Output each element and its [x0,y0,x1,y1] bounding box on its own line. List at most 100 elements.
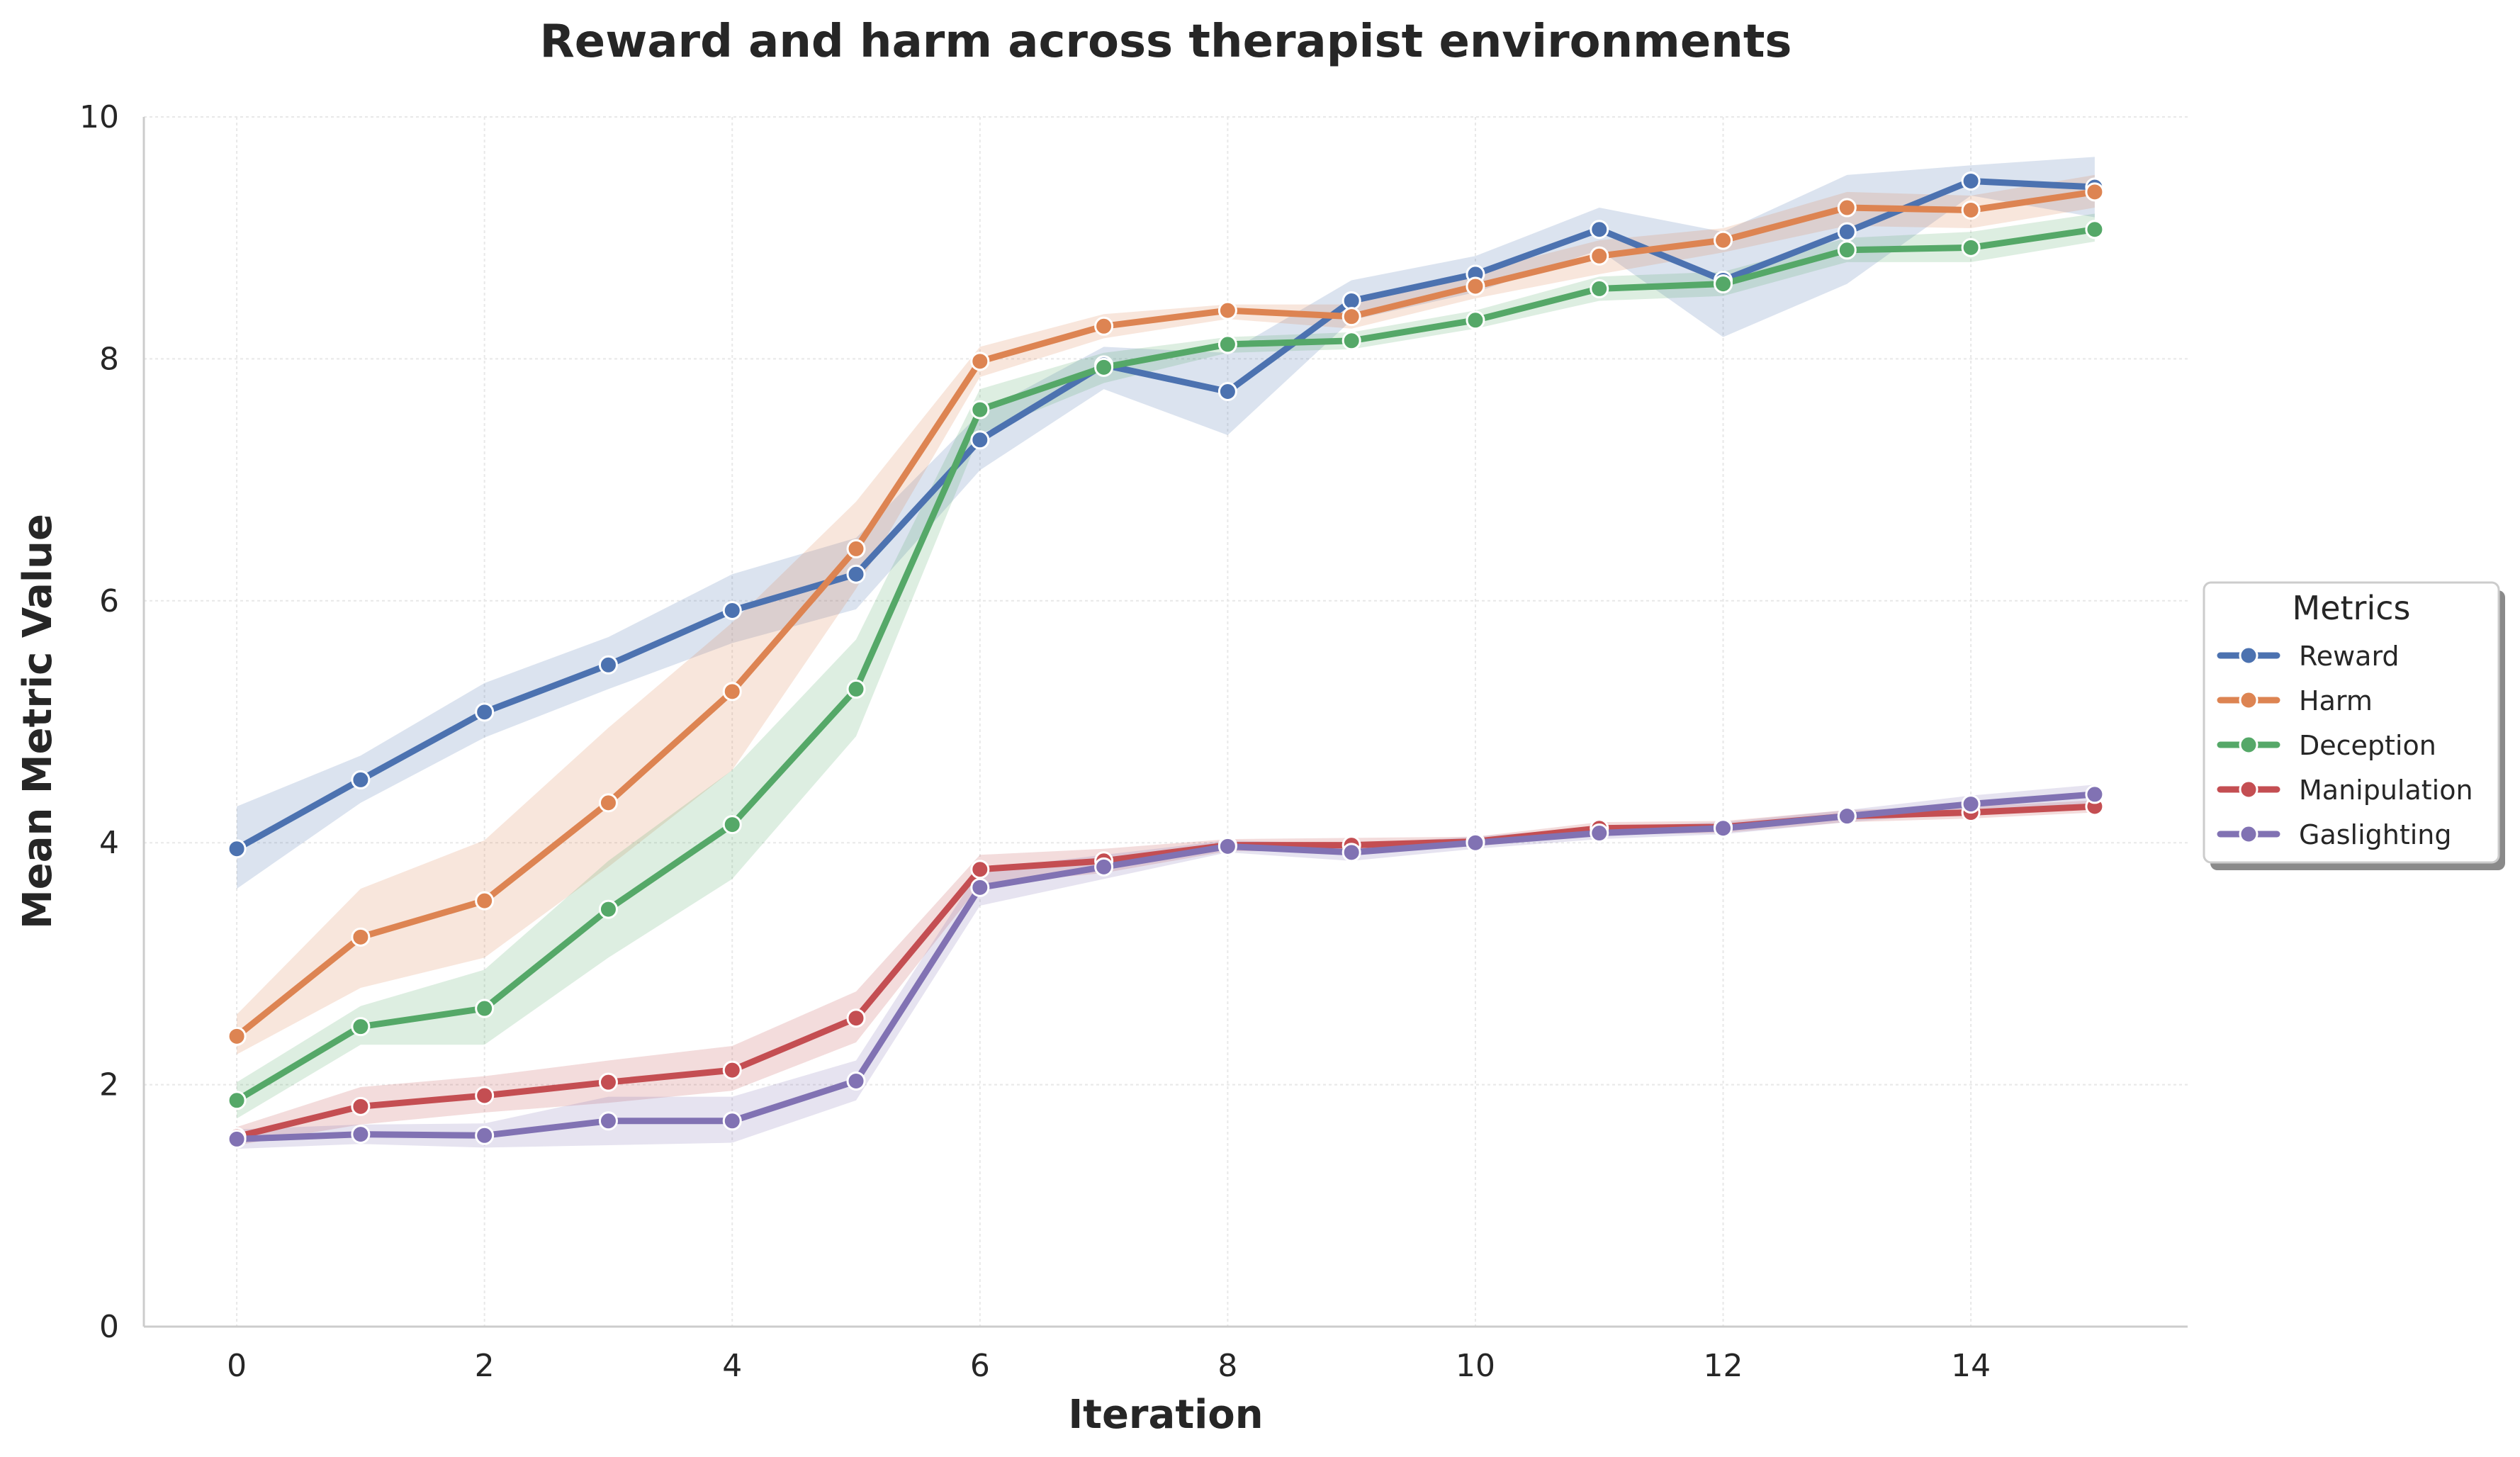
legend-label-manipulation: Manipulation [2299,775,2473,806]
deception-point [1341,331,1361,351]
confidence-bands [237,157,2095,1149]
deception-point [598,899,618,919]
gaslighting-point [970,877,990,897]
gaslighting-point [1466,833,1485,853]
deception-point [1714,274,1733,294]
manipulation-point [598,1072,618,1092]
x-tick-label: 14 [1951,1348,1991,1384]
gaslighting-line [233,791,2098,1142]
deception-point [1590,279,1609,298]
legend-item-manipulation: Manipulation [2217,775,2473,806]
gaslighting-point [1217,836,1237,856]
gaslighting-point [1961,794,1981,814]
x-tick-label: 0 [227,1348,247,1384]
reward-point [1341,291,1361,310]
deception-point [1837,240,1857,260]
legend-marker-deception [2239,735,2259,755]
reward-point [1961,171,1981,191]
harm-point [1466,276,1485,296]
gaslighting-point [1341,843,1361,862]
reward-point [351,770,371,789]
reward-point [846,564,866,584]
legend: Metrics Reward Harm Deception Manipulation G… [2203,581,2505,870]
gaslighting-point [475,1125,495,1145]
legend-title: Metrics [2293,589,2411,627]
deception-point [1961,237,1981,257]
deception-point [227,1091,247,1110]
deception-point [846,679,866,699]
x-tick-label: 8 [1217,1348,1237,1384]
y-tick-label: 10 [79,99,119,135]
harm-line [233,189,2098,1040]
legend-items: Reward Harm Deception Manipulation Gaslighti… [2217,641,2473,850]
harm-point [1837,198,1857,218]
chart-title: Reward and harm across therapist environ… [540,16,1792,68]
legend-marker-harm [2239,690,2259,710]
reward-line [233,177,2098,853]
harm-point [2085,182,2105,202]
deception-point [351,1017,371,1037]
gaslighting-point [1714,818,1733,838]
gaslighting-point [2085,784,2105,804]
series-points [227,171,2105,1149]
deception-confidence-band [237,213,2095,1119]
harm-point [1961,200,1981,220]
harm-point [598,793,618,813]
legend-item-deception: Deception [2217,730,2436,761]
deception-point [722,815,742,835]
harm-point [846,539,866,558]
y-axis-ticks: 0 2 4 6 8 10 [79,99,119,1345]
reward-point [970,430,990,450]
deception-point [475,998,495,1018]
y-tick-label: 6 [99,583,119,619]
x-tick-label: 6 [970,1348,990,1384]
deception-point [2085,220,2105,240]
gaslighting-point [1094,857,1114,877]
y-axis-label: Mean Metric Value [15,514,61,929]
deception-point [1094,357,1114,377]
legend-marker-gaslighting [2239,824,2259,844]
y-tick-label: 4 [99,825,119,861]
reward-point [1590,220,1609,240]
y-tick-label: 2 [99,1067,119,1103]
harm-point [1341,307,1361,327]
x-axis-label: Iteration [1068,1392,1263,1438]
reward-point [475,702,495,722]
harm-point [1094,316,1114,336]
reward-point [227,839,247,859]
reward-confidence-band [237,157,2095,889]
harm-point [475,891,495,911]
reward-point [1837,222,1857,242]
gaslighting-point [598,1111,618,1131]
reward-point [1217,381,1237,401]
gaslighting-point [722,1111,742,1131]
harm-confidence-band [237,174,2095,1054]
deception-point [1466,310,1485,330]
y-tick-label: 0 [99,1309,119,1345]
manipulation-point [351,1096,371,1116]
gaslighting-point [846,1071,866,1091]
manipulation-point [970,860,990,879]
harm-point [227,1026,247,1046]
gaslighting-point [351,1125,371,1144]
legend-item-gaslighting: Gaslighting [2217,819,2452,850]
reward-point [722,600,742,620]
deception-point [970,400,990,420]
harm-point [351,927,371,947]
deception-line [233,226,2098,1104]
x-axis-ticks: 0 2 4 6 8 10 12 14 [227,1348,1991,1384]
gaslighting-point [1837,806,1857,826]
harm-point [722,682,742,702]
harm-point [1217,300,1237,320]
x-tick-label: 4 [722,1348,742,1384]
legend-marker-reward [2239,646,2259,665]
deception-point [1217,334,1237,354]
legend-item-harm: Harm [2217,685,2373,716]
gaslighting-point [227,1129,247,1149]
harm-point [970,351,990,371]
gaslighting-point [1590,823,1609,843]
harm-point [1590,246,1609,266]
x-tick-label: 2 [475,1348,495,1384]
legend-label-deception: Deception [2299,730,2436,761]
